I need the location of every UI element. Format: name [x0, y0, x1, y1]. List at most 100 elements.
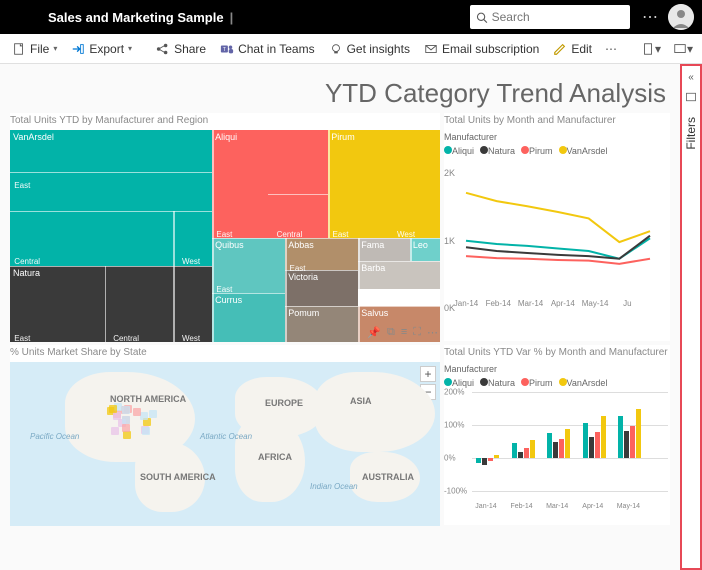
bar[interactable]	[547, 433, 552, 458]
legend-item-label[interactable]: Aliqui	[452, 378, 474, 388]
ocean-label: Pacific Ocean	[30, 432, 79, 441]
bar[interactable]	[565, 429, 570, 458]
share-label: Share	[174, 42, 206, 56]
bar[interactable]	[553, 442, 558, 459]
continent-label: ASIA	[350, 396, 372, 406]
legend-item-label[interactable]: Aliqui	[452, 146, 474, 156]
export-menu[interactable]: Export▾	[65, 39, 138, 59]
view-icon[interactable]: ▾	[668, 39, 698, 59]
us-choropleth[interactable]	[105, 402, 165, 442]
filters-pane-collapsed[interactable]: « Filters	[680, 64, 702, 570]
legend-item-label[interactable]: Natura	[488, 378, 515, 388]
legend-dot[interactable]	[559, 146, 567, 154]
line-series[interactable]	[466, 193, 650, 242]
report-name: Sales and Marketing Sample|	[8, 10, 233, 25]
legend-dot[interactable]	[444, 146, 452, 154]
page-title: YTD Category Trend Analysis	[10, 70, 670, 113]
edit-button[interactable]: Edit	[547, 39, 598, 59]
map-card[interactable]: % Units Market Share by State + − NORTH …	[10, 345, 440, 525]
bar[interactable]	[482, 458, 487, 465]
treemap-block[interactable]: Natura	[10, 266, 212, 342]
treemap-block[interactable]: Fama	[358, 238, 410, 261]
legend-dot[interactable]	[521, 146, 529, 154]
chevron-left-icon[interactable]: «	[688, 72, 694, 83]
legend-item-label[interactable]: Pirum	[529, 146, 553, 156]
treemap-block[interactable]: Barba	[358, 261, 440, 289]
filters-label: Filters	[684, 117, 698, 150]
linechart-title: Total Units by Month and Manufacturer	[444, 113, 670, 130]
treemap-block[interactable]: Leo	[410, 238, 440, 261]
bar[interactable]	[512, 443, 517, 458]
bar[interactable]	[595, 432, 600, 458]
insights-label: Get insights	[347, 42, 410, 56]
bookmark-icon[interactable]: ▾	[636, 39, 666, 59]
treemap-region-label: West	[182, 334, 200, 343]
legend-dot[interactable]	[521, 378, 529, 386]
chat-teams-button[interactable]: T Chat in Teams	[214, 39, 320, 59]
legend-label: Manufacturer	[444, 364, 497, 374]
bar[interactable]	[530, 440, 535, 458]
zoom-in-icon[interactable]: +	[420, 366, 436, 382]
legend-dot[interactable]	[480, 146, 488, 154]
ocean-label: Atlantic Ocean	[200, 432, 252, 441]
bar[interactable]	[524, 448, 529, 458]
more-icon[interactable]: ⋯	[427, 326, 438, 339]
avatar[interactable]	[668, 4, 694, 30]
treemap-block[interactable]: Aliqui	[212, 130, 328, 238]
treemap-block[interactable]: Pomum	[285, 306, 358, 342]
bar[interactable]	[618, 416, 623, 458]
more-icon[interactable]: ⋯	[600, 39, 622, 59]
legend-dot[interactable]	[444, 378, 452, 386]
edit-label: Edit	[571, 42, 592, 56]
pin-icon[interactable]: 📌	[367, 326, 381, 339]
bar[interactable]	[589, 437, 594, 458]
bar[interactable]	[518, 452, 523, 458]
file-menu[interactable]: File▾	[6, 39, 63, 59]
legend-dot[interactable]	[559, 378, 567, 386]
barchart-viz[interactable]: 200%100%0%-100%Jan-14Feb-14Mar-14Apr-14M…	[444, 390, 670, 510]
legend-item-label[interactable]: VanArsdel	[567, 378, 608, 388]
treemap-block[interactable]: Currus	[212, 293, 285, 342]
treemap-viz[interactable]: VanArsdelNaturaAliquiPirumQuibusAbbasFam…	[10, 130, 440, 342]
bar[interactable]	[630, 426, 635, 458]
filter-icon[interactable]: ≡	[401, 326, 407, 339]
barchart-card[interactable]: Total Units YTD Var % by Month and Manuf…	[444, 345, 670, 525]
share-button[interactable]: Share	[150, 39, 212, 59]
legend-dot[interactable]	[480, 378, 488, 386]
legend-item-label[interactable]: Pirum	[529, 378, 553, 388]
more-options-icon[interactable]: ⋯	[642, 7, 658, 27]
insights-button[interactable]: Get insights	[323, 39, 416, 59]
treemap-card[interactable]: Total Units YTD by Manufacturer and Regi…	[10, 113, 440, 341]
bar[interactable]	[476, 458, 481, 463]
focus-icon[interactable]: ⛶	[413, 326, 421, 339]
treemap-region-label: Central	[113, 334, 139, 343]
bar[interactable]	[601, 416, 606, 458]
search-icon	[476, 11, 488, 24]
linechart-legend: Manufacturer AliquiNaturaPirumVanArsdel	[444, 130, 670, 158]
bar[interactable]	[636, 409, 641, 459]
legend-item-label[interactable]: Natura	[488, 146, 515, 156]
bar[interactable]	[488, 458, 493, 461]
linechart-card[interactable]: Total Units by Month and Manufacturer Ma…	[444, 113, 670, 341]
x-axis-tick: Feb-14	[511, 503, 533, 510]
subscribe-button[interactable]: Email subscription	[418, 39, 545, 59]
treemap-title: Total Units YTD by Manufacturer and Regi…	[10, 113, 440, 130]
chat-label: Chat in Teams	[238, 42, 314, 56]
bar[interactable]	[559, 439, 564, 458]
linechart-viz[interactable]: 0K1K2KJan-14Feb-14Mar-14Apr-14May-14Ju	[444, 158, 670, 308]
treemap-block[interactable]: Pirum	[328, 130, 440, 238]
copy-icon[interactable]: ⧉	[387, 326, 395, 339]
y-axis-tick: 200%	[444, 388, 464, 397]
legend-item-label[interactable]: VanArsdel	[567, 146, 608, 156]
chevron-down-icon: ▾	[128, 44, 132, 53]
search-input[interactable]	[492, 10, 624, 24]
bar[interactable]	[494, 455, 499, 458]
line-series[interactable]	[466, 236, 650, 259]
bar[interactable]	[624, 431, 629, 458]
y-axis-tick: -100%	[444, 487, 467, 496]
bar[interactable]	[583, 423, 588, 458]
search-box[interactable]	[470, 5, 630, 29]
treemap-block[interactable]: Victoria	[285, 270, 358, 306]
map-viz[interactable]: + − NORTH AMERICAEUROPEASIASOUTH AMERICA…	[10, 362, 440, 526]
treemap-block[interactable]: VanArsdel	[10, 130, 212, 266]
